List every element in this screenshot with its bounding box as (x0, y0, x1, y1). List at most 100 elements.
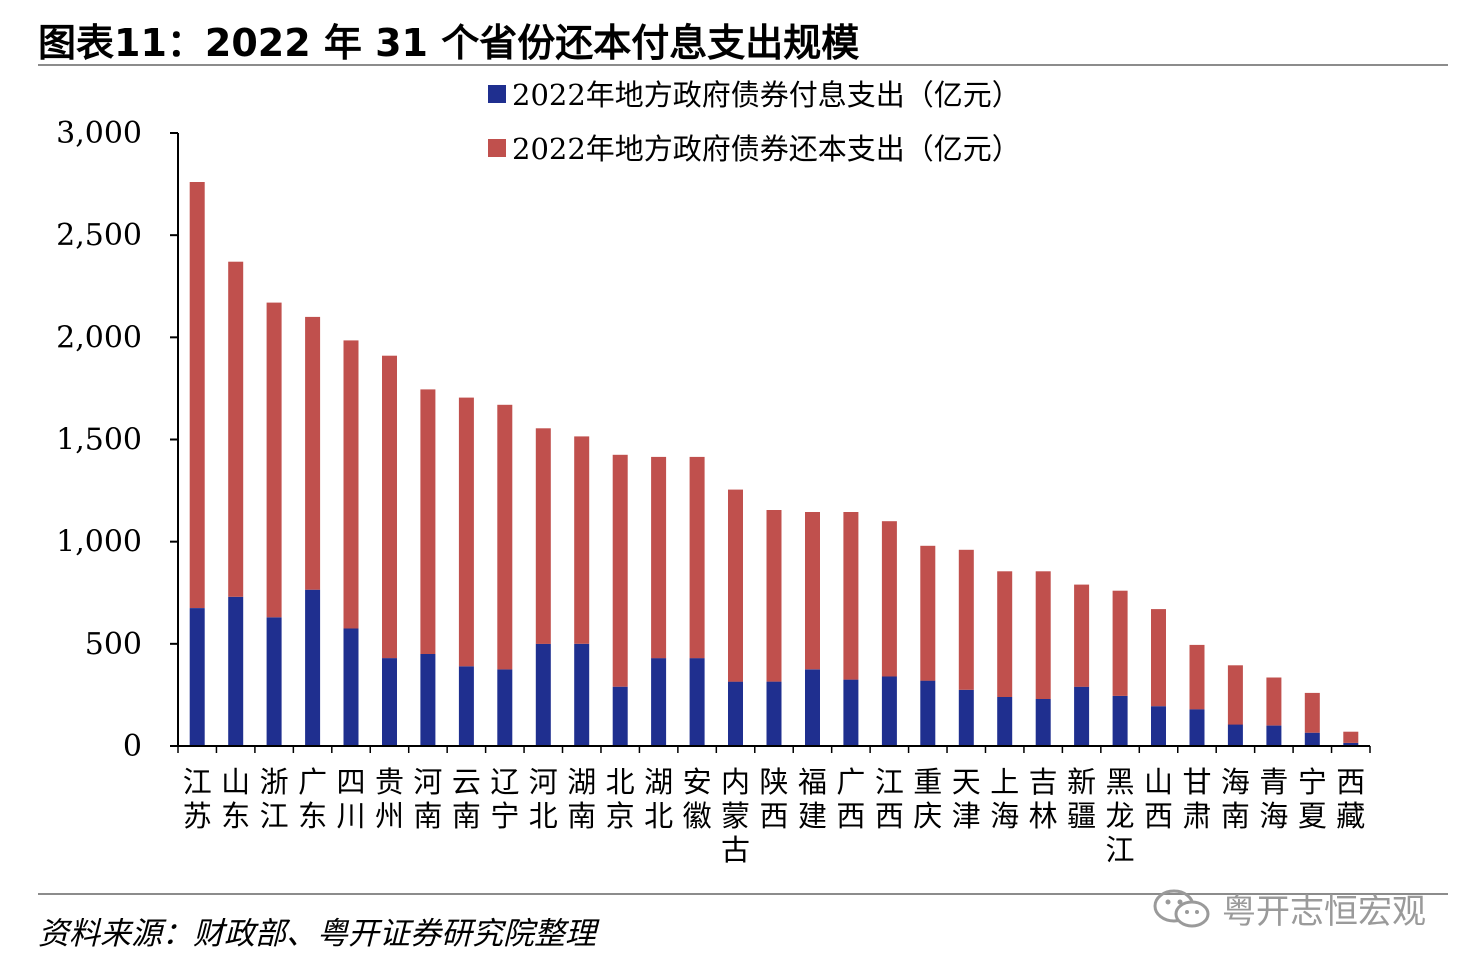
bar-principal-8 (497, 404, 513, 670)
bar-interest-6 (420, 654, 436, 746)
x-category-label: 西藏 (1336, 765, 1365, 833)
bar-interest-5 (382, 658, 397, 746)
bar-principal-21 (997, 571, 1013, 697)
x-category-label: 甘肃 (1182, 765, 1211, 833)
x-category-label: 云南 (452, 765, 481, 833)
x-category-label: 浙江 (260, 765, 289, 833)
bar-principal-30 (1343, 731, 1359, 743)
bar-principal-27 (1227, 665, 1243, 725)
bar-principal-4 (343, 340, 359, 629)
x-category-label: 四川 (337, 765, 366, 833)
bar-principal-7 (458, 397, 474, 667)
bar-principal-1 (228, 261, 244, 597)
title-rule (38, 64, 1448, 66)
x-category-label: 内蒙古 (721, 765, 750, 867)
bar-principal-2 (266, 302, 282, 618)
x-category-label: 辽宁 (490, 765, 519, 833)
chart-title: 图表11：2022 年 31 个省份还本付息支出规模 (38, 21, 860, 65)
x-category-label: 湖北 (644, 765, 673, 833)
bar-interest-9 (535, 643, 551, 746)
x-category-label: 新疆 (1067, 765, 1096, 833)
x-category-label: 湖南 (567, 765, 596, 833)
bar-principal-29 (1304, 692, 1320, 733)
bar-interest-16 (805, 669, 820, 746)
bar-interest-13 (689, 658, 705, 746)
bar-principal-11 (612, 454, 628, 687)
y-tick-label: 3,000 (56, 116, 142, 151)
bar-interest-12 (651, 658, 667, 746)
bar-interest-10 (574, 643, 590, 746)
x-category-label: 广西 (836, 765, 865, 833)
bar-interest-0 (189, 608, 205, 746)
bar-principal-0 (189, 182, 205, 608)
bar-interest-22 (1035, 699, 1051, 746)
legend-swatch-principal (488, 139, 506, 157)
bar-principal-13 (689, 456, 705, 659)
bar-principal-24 (1112, 590, 1128, 696)
y-tick-label: 500 (85, 627, 142, 662)
bar-interest-29 (1304, 732, 1320, 746)
source-note: 资料来源：财政部、粤开证券研究院整理 (38, 916, 596, 952)
bar-interest-15 (766, 681, 782, 746)
bar-principal-25 (1151, 609, 1166, 707)
bar-interest-25 (1151, 706, 1166, 746)
x-category-label: 北京 (606, 765, 635, 833)
x-category-label: 山西 (1144, 765, 1173, 833)
x-category-label: 宁夏 (1298, 765, 1327, 833)
bar-interest-27 (1227, 724, 1243, 746)
bar-principal-6 (420, 389, 436, 654)
bar-interest-19 (920, 680, 936, 746)
y-tick-label: 1,000 (56, 525, 142, 560)
bar-interest-17 (843, 679, 859, 746)
bar-interest-24 (1112, 695, 1128, 746)
bar-principal-12 (651, 456, 667, 659)
x-category-label: 河南 (413, 765, 442, 833)
bar-interest-30 (1343, 742, 1359, 746)
x-category-label: 上海 (990, 765, 1019, 833)
y-tick-label: 1,500 (56, 423, 142, 458)
x-category-label: 安徽 (683, 765, 712, 833)
legend-swatch-interest (488, 85, 506, 103)
bar-principal-17 (843, 512, 859, 680)
x-category-label: 重庆 (913, 765, 942, 833)
x-category-label: 青海 (1259, 765, 1288, 833)
watermark-text: 粤开志恒宏观 (1222, 892, 1426, 932)
x-category-label: 海南 (1221, 765, 1250, 833)
watermark: 粤开志恒宏观 (1150, 884, 1426, 933)
x-category-label: 黑龙江 (1106, 765, 1135, 867)
x-category-label: 广东 (298, 765, 327, 833)
x-category-label: 天津 (952, 765, 981, 833)
y-tick-label: 2,500 (56, 218, 142, 253)
bar-principal-3 (305, 316, 321, 590)
bar-principal-20 (958, 549, 974, 690)
bar-principal-5 (382, 355, 397, 659)
bar-principal-18 (881, 521, 897, 677)
bar-interest-23 (1074, 686, 1090, 746)
footer-rule (38, 893, 1448, 895)
bar-series (189, 182, 1359, 746)
bar-interest-11 (612, 686, 628, 746)
y-tick-label: 2,000 (56, 320, 142, 355)
bar-interest-21 (997, 697, 1013, 746)
bar-interest-4 (343, 628, 359, 746)
x-category-label: 陕西 (759, 765, 788, 833)
bar-interest-26 (1189, 709, 1205, 746)
bar-principal-19 (920, 545, 936, 681)
bar-interest-7 (458, 666, 474, 746)
bar-interest-20 (958, 689, 974, 746)
x-category-label: 河北 (529, 765, 558, 833)
x-category-label: 江苏 (183, 765, 212, 833)
y-tick-label: 0 (123, 729, 142, 764)
x-category-label: 吉林 (1029, 765, 1058, 833)
bar-interest-2 (266, 617, 282, 746)
bar-principal-9 (535, 428, 551, 644)
bar-principal-14 (728, 489, 743, 682)
bar-interest-8 (497, 669, 513, 746)
bar-principal-10 (574, 436, 590, 644)
bar-principal-26 (1189, 644, 1205, 710)
bar-principal-16 (805, 512, 820, 670)
wechat-icon (1153, 889, 1210, 927)
bar-interest-28 (1266, 725, 1282, 746)
bar-interest-3 (305, 589, 321, 746)
